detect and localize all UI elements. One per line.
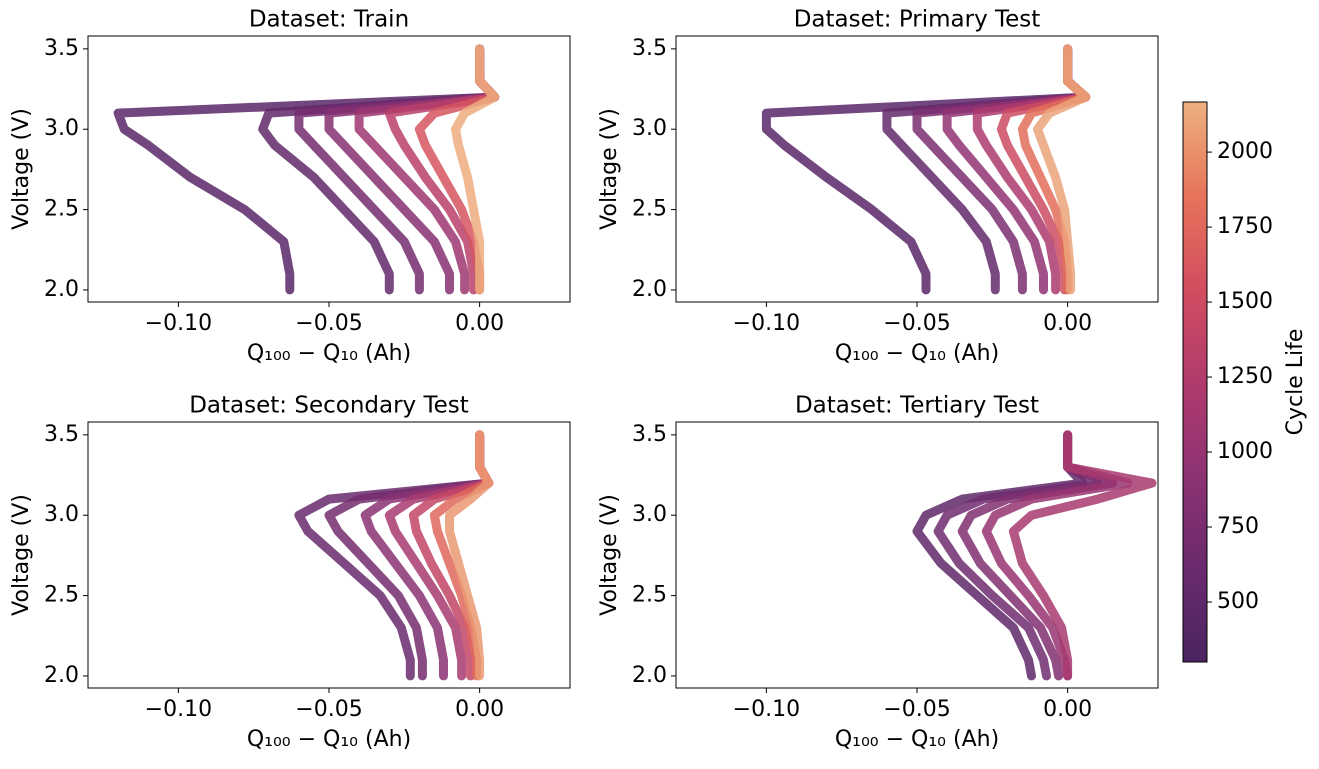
x-tick-label: −0.05 — [295, 311, 362, 336]
x-axis-label: Q₁₀₀ − Q₁₀ (Ah) — [835, 341, 999, 366]
x-axis-label: Q₁₀₀ − Q₁₀ (Ah) — [835, 727, 999, 752]
y-tick-label: 2.0 — [632, 663, 667, 688]
y-tick-label: 3.5 — [632, 36, 667, 61]
curve — [912, 430, 1088, 681]
chart-title: Dataset: Train — [249, 7, 409, 33]
y-axis-label: Voltage (V) — [597, 494, 622, 616]
plot-area — [113, 44, 500, 295]
x-axis-label: Q₁₀₀ − Q₁₀ (Ah) — [247, 727, 411, 752]
x-tick-label: 0.00 — [455, 697, 504, 722]
plot-area — [912, 430, 1157, 681]
y-tick-label: 2.0 — [632, 277, 667, 302]
y-tick-label: 3.5 — [632, 422, 667, 447]
x-tick-label: −0.10 — [145, 311, 212, 336]
x-tick-label: 0.00 — [1043, 311, 1092, 336]
y-axis-label: Voltage (V) — [9, 494, 34, 616]
colorbar-label: Cycle Life — [1283, 329, 1308, 436]
y-tick-label: 3.5 — [44, 422, 79, 447]
x-tick-label: −0.10 — [145, 697, 212, 722]
colorbar-tick-label: 500 — [1217, 589, 1259, 614]
colorbar-tick-label: 1750 — [1217, 214, 1273, 239]
curve — [451, 44, 500, 295]
axes-frame — [87, 35, 571, 303]
colorbar-tick-label: 750 — [1217, 514, 1259, 539]
y-tick-label: 3.0 — [44, 502, 79, 527]
x-axis-label: Q₁₀₀ − Q₁₀ (Ah) — [247, 341, 411, 366]
y-tick-label: 2.0 — [44, 277, 79, 302]
x-tick-label: −0.05 — [883, 697, 950, 722]
plot-area — [761, 44, 1091, 295]
chart-title: Dataset: Primary Test — [794, 7, 1041, 33]
y-axis-label: Voltage (V) — [9, 108, 34, 230]
plot-area — [294, 430, 494, 681]
y-tick-label: 3.5 — [44, 36, 79, 61]
x-tick-label: 0.00 — [455, 311, 504, 336]
x-tick-label: −0.05 — [295, 697, 362, 722]
y-tick-label: 2.5 — [44, 583, 79, 608]
x-tick-label: −0.05 — [883, 311, 950, 336]
chart-title: Dataset: Tertiary Test — [795, 393, 1039, 419]
y-tick-label: 3.0 — [632, 116, 667, 141]
y-tick-label: 3.0 — [632, 502, 667, 527]
colorbar-tick-label: 1250 — [1217, 364, 1273, 389]
curve — [1008, 430, 1157, 681]
colorbar-tick-label: 1500 — [1217, 289, 1273, 314]
colorbar-tick-label: 1000 — [1217, 439, 1273, 464]
curve — [1033, 44, 1091, 295]
y-tick-label: 3.0 — [44, 116, 79, 141]
axes-frame — [675, 421, 1159, 689]
y-tick-label: 2.0 — [44, 663, 79, 688]
x-tick-label: −0.10 — [733, 697, 800, 722]
y-tick-label: 2.5 — [44, 197, 79, 222]
chart-title: Dataset: Secondary Test — [189, 393, 469, 419]
colorbar-tick-label: 2000 — [1217, 139, 1273, 164]
colorbar — [1182, 101, 1208, 663]
y-tick-label: 2.5 — [632, 583, 667, 608]
curve — [445, 430, 494, 681]
y-axis-label: Voltage (V) — [597, 108, 622, 230]
x-tick-label: −0.10 — [733, 311, 800, 336]
x-tick-label: 0.00 — [1043, 697, 1092, 722]
y-tick-label: 2.5 — [632, 197, 667, 222]
